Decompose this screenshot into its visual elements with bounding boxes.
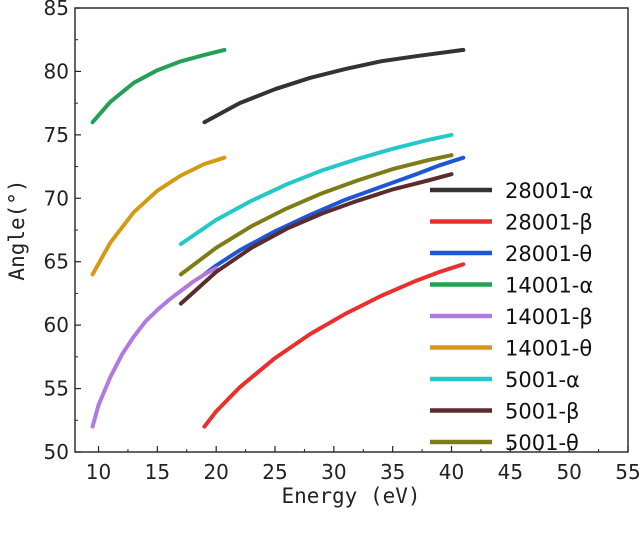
series-line-1 (202, 262, 466, 429)
legend-label: 5001-α (505, 368, 580, 392)
series-line-7 (178, 172, 454, 306)
legend-label: 28001-α (505, 179, 593, 203)
x-tick-label: 25 (262, 460, 287, 484)
legend-label: 28001-θ (505, 242, 592, 266)
series-layer (90, 47, 466, 429)
legend: 28001-α 28001-β 28001-θ 14001-α 14001-β 14001… (430, 179, 593, 455)
series-line-5 (90, 155, 227, 277)
x-tick-label: 35 (380, 460, 405, 484)
y-tick-label: 65 (44, 250, 69, 274)
series-line-6 (178, 132, 454, 246)
x-tick-label: 20 (203, 460, 228, 484)
y-tick-label: 75 (44, 123, 69, 147)
y-tick-label: 50 (44, 440, 69, 464)
x-tick-label: 10 (86, 460, 111, 484)
series-line-3 (90, 47, 227, 125)
legend-label: 28001-β (505, 211, 593, 235)
series-line-0 (202, 47, 466, 125)
y-tick-label: 85 (44, 0, 69, 20)
ticks-layer: 10 15 20 25 30 35 40 45 50 55 50 55 60 65 70 75 80 85 (44, 0, 640, 484)
y-tick-label: 55 (44, 377, 69, 401)
x-tick-label: 15 (145, 460, 170, 484)
legend-label: 14001-β (505, 305, 593, 329)
legend-label: 5001-θ (505, 431, 579, 455)
legend-label: 14001-α (505, 274, 593, 298)
series-line-4 (90, 266, 219, 429)
x-tick-label: 55 (615, 460, 640, 484)
legend-label: 14001-θ (505, 337, 592, 361)
x-tick-label: 45 (498, 460, 523, 484)
x-axis-title: Energy (eV) (281, 484, 420, 508)
y-tick-label: 60 (44, 313, 69, 337)
x-tick-label: 30 (321, 460, 346, 484)
series-line-8 (178, 153, 454, 277)
series-line-2 (202, 155, 466, 277)
legend-label: 5001-β (505, 400, 579, 424)
y-tick-label: 80 (44, 59, 69, 83)
x-tick-label: 50 (556, 460, 581, 484)
y-tick-label: 70 (44, 186, 69, 210)
x-tick-label: 40 (439, 460, 464, 484)
y-axis-title: Angle(°) (5, 179, 29, 280)
